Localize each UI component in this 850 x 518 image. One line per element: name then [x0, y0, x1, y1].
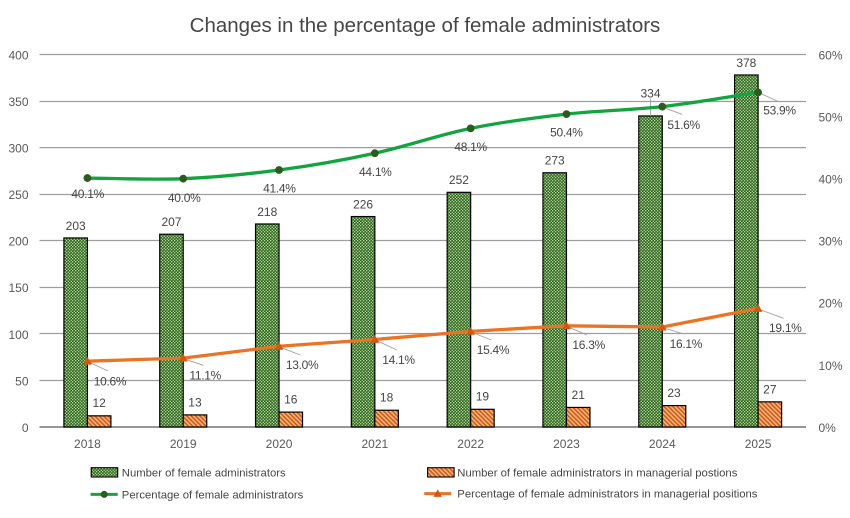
svg-text:16.3%: 16.3%	[572, 338, 605, 352]
svg-text:2025: 2025	[745, 437, 772, 451]
svg-text:Changes in the percentage of f: Changes in the percentage of female admi…	[190, 14, 661, 37]
svg-text:19.1%: 19.1%	[769, 321, 802, 335]
svg-text:40%: 40%	[819, 173, 843, 187]
svg-text:14.1%: 14.1%	[382, 353, 415, 367]
svg-text:30%: 30%	[819, 235, 843, 249]
svg-text:16: 16	[284, 393, 298, 407]
svg-text:40.1%: 40.1%	[71, 187, 104, 201]
svg-text:13.0%: 13.0%	[286, 358, 319, 372]
svg-text:150: 150	[8, 281, 28, 295]
svg-text:50%: 50%	[819, 110, 843, 124]
svg-text:20%: 20%	[819, 297, 843, 311]
svg-text:10%: 10%	[819, 359, 843, 373]
svg-text:50.4%: 50.4%	[550, 126, 583, 140]
svg-text:51.6%: 51.6%	[667, 118, 700, 132]
svg-text:Percentage of female administr: Percentage of female administrators	[122, 490, 304, 502]
svg-text:19: 19	[476, 390, 490, 404]
svg-text:378: 378	[736, 56, 756, 70]
svg-text:48.1%: 48.1%	[454, 140, 487, 154]
svg-text:41.4%: 41.4%	[263, 182, 296, 196]
svg-text:11.1%: 11.1%	[189, 368, 221, 382]
svg-text:10.6%: 10.6%	[94, 374, 127, 388]
svg-text:53.9%: 53.9%	[763, 103, 796, 117]
svg-text:252: 252	[449, 173, 469, 187]
svg-text:23: 23	[667, 386, 681, 400]
svg-text:40.0%: 40.0%	[168, 191, 201, 205]
svg-text:16.1%: 16.1%	[670, 337, 703, 351]
svg-text:200: 200	[8, 235, 28, 249]
svg-text:0: 0	[22, 421, 29, 435]
svg-text:18: 18	[380, 391, 394, 405]
svg-text:2019: 2019	[170, 437, 197, 451]
svg-text:12: 12	[92, 396, 106, 410]
svg-text:15.4%: 15.4%	[477, 343, 510, 357]
svg-text:300: 300	[8, 142, 28, 156]
svg-text:13: 13	[188, 395, 202, 409]
svg-text:27: 27	[763, 382, 777, 396]
svg-text:60%: 60%	[819, 48, 843, 62]
svg-text:350: 350	[8, 95, 28, 109]
svg-text:50: 50	[15, 374, 29, 388]
svg-text:218: 218	[257, 205, 277, 219]
svg-text:203: 203	[66, 219, 86, 233]
svg-text:2024: 2024	[649, 437, 676, 451]
svg-text:2022: 2022	[457, 437, 484, 451]
svg-text:Number of female administrator: Number of female administrators in manag…	[457, 468, 737, 480]
svg-text:2020: 2020	[266, 437, 293, 451]
svg-text:226: 226	[353, 197, 373, 211]
svg-text:21: 21	[572, 388, 586, 402]
svg-text:400: 400	[8, 48, 28, 62]
svg-text:334: 334	[641, 87, 661, 101]
svg-text:44.1%: 44.1%	[359, 165, 392, 179]
svg-text:250: 250	[8, 188, 28, 202]
svg-text:Number of female administrator: Number of female administrators	[122, 468, 286, 480]
svg-text:0%: 0%	[819, 421, 837, 435]
svg-text:Percentage of female administr: Percentage of female administrators in m…	[457, 489, 758, 501]
svg-text:273: 273	[545, 154, 565, 168]
svg-text:207: 207	[161, 215, 181, 229]
svg-text:2018: 2018	[74, 437, 101, 451]
svg-text:100: 100	[8, 328, 28, 342]
svg-text:2023: 2023	[553, 437, 580, 451]
svg-text:2021: 2021	[361, 437, 388, 451]
